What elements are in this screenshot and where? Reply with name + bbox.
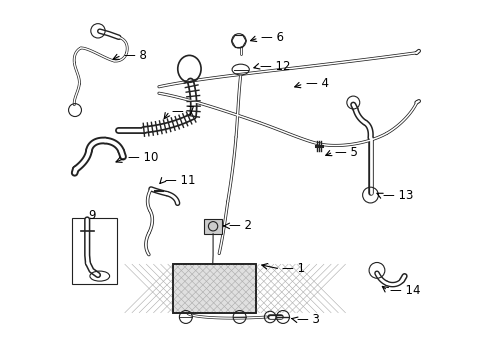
- Text: — 2: — 2: [229, 219, 252, 233]
- Text: 9: 9: [89, 210, 96, 222]
- Text: — 10: — 10: [128, 151, 158, 164]
- Bar: [72, 218, 117, 284]
- Text: — 7: — 7: [172, 105, 195, 118]
- Text: — 8: — 8: [124, 49, 147, 62]
- Bar: [173, 264, 256, 313]
- Bar: [204, 219, 222, 234]
- Text: — 4: — 4: [306, 77, 329, 90]
- Text: — 1: — 1: [282, 262, 305, 275]
- Text: — 6: — 6: [261, 31, 284, 45]
- Text: — 11: — 11: [165, 174, 195, 187]
- Text: — 12: — 12: [260, 60, 291, 73]
- Text: — 3: — 3: [296, 312, 319, 326]
- Text: — 14: — 14: [390, 284, 420, 297]
- Text: — 5: — 5: [335, 145, 358, 158]
- Text: — 13: — 13: [383, 189, 413, 202]
- Bar: [173, 264, 256, 313]
